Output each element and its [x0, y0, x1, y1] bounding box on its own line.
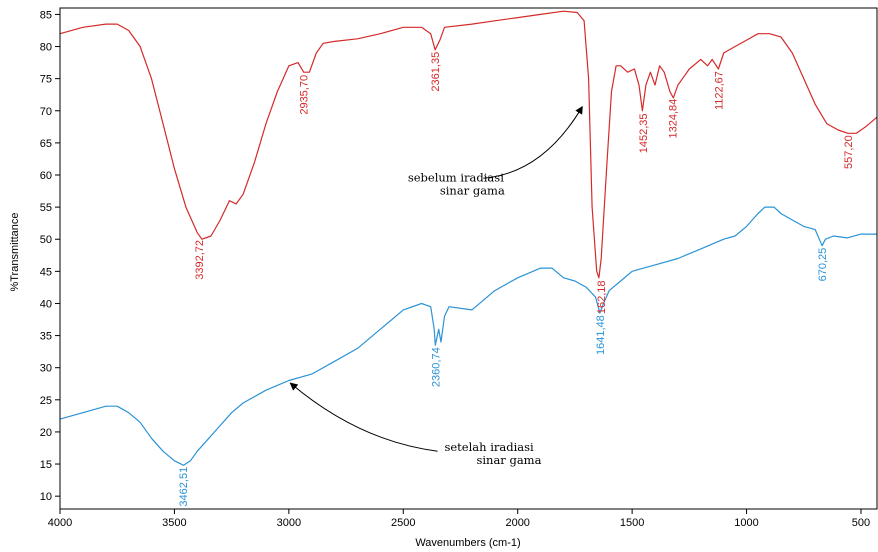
y-tick-label: 35 [40, 331, 52, 343]
peak-label: 670,25 [817, 248, 829, 282]
peak-label: 1122,67 [714, 71, 726, 110]
annotation-arrow [483, 105, 583, 179]
peak-label: 2935,70 [299, 75, 311, 115]
annotation-text: sebelum iradiasi [408, 170, 504, 184]
peak-label: 1641,48 [595, 315, 607, 355]
label-layer: 3392,72 2935,70 2361,35 162,18 1452,35 1324,8… [178, 52, 855, 507]
x-tick-label: 1000 [734, 517, 758, 529]
y-tick-label: 20 [40, 427, 52, 439]
axes-layer: 4000 3500 3000 2500 2000 1500 1000 500 10 15 20 25 3… [40, 7, 878, 529]
y-axis-label: %Transmittance [9, 212, 21, 291]
x-tick-label: 3000 [277, 517, 301, 529]
peak-label: 3462,51 [178, 467, 190, 507]
y-tick-label: 40 [40, 298, 52, 310]
x-tick-label: 2000 [505, 517, 529, 529]
y-tick-label: 50 [40, 234, 52, 246]
peak-label: 1452,35 [638, 114, 650, 154]
peak-label: 1324,84 [667, 99, 679, 139]
peak-label: 2360,74 [430, 347, 442, 387]
plot-frame [59, 7, 878, 510]
annotation-text: sinar gama [440, 183, 505, 197]
annotation-text: sinar gama [476, 453, 541, 467]
x-tick-label: 4000 [48, 517, 72, 529]
y-tick-label: 60 [40, 170, 52, 182]
x-tick-label: 3500 [162, 517, 186, 529]
peak-label: 162,18 [596, 281, 608, 315]
y-tick-label: 55 [40, 202, 52, 214]
spectrum-line-1 [59, 10, 878, 279]
x-tick-label: 1500 [620, 517, 644, 529]
peak-label: 557,20 [843, 135, 855, 169]
spectrum-line-2 [59, 206, 877, 466]
series-layer [59, 10, 878, 466]
y-tick-label: 25 [40, 395, 52, 407]
y-tick-label: 75 [40, 74, 52, 86]
y-tick-label: 70 [40, 106, 52, 118]
y-tick-label: 10 [40, 491, 52, 503]
x-tick-label: 2500 [391, 517, 415, 529]
y-tick-label: 80 [40, 42, 52, 54]
y-tick-label: 45 [40, 266, 52, 278]
y-tick-label: 65 [40, 138, 52, 150]
annotation-text: setelah iradiasi [444, 440, 534, 454]
peak-label: 3392,72 [194, 240, 206, 280]
peak-label: 2361,35 [430, 52, 442, 92]
y-tick-label: 30 [40, 363, 52, 375]
x-tick-label: 500 [852, 517, 870, 529]
y-tick-label: 15 [40, 459, 52, 471]
y-tick-label: 85 [40, 9, 52, 21]
annotation-arrow [289, 382, 438, 452]
x-axis-label: Wavenumbers (cm-1) [415, 537, 520, 549]
